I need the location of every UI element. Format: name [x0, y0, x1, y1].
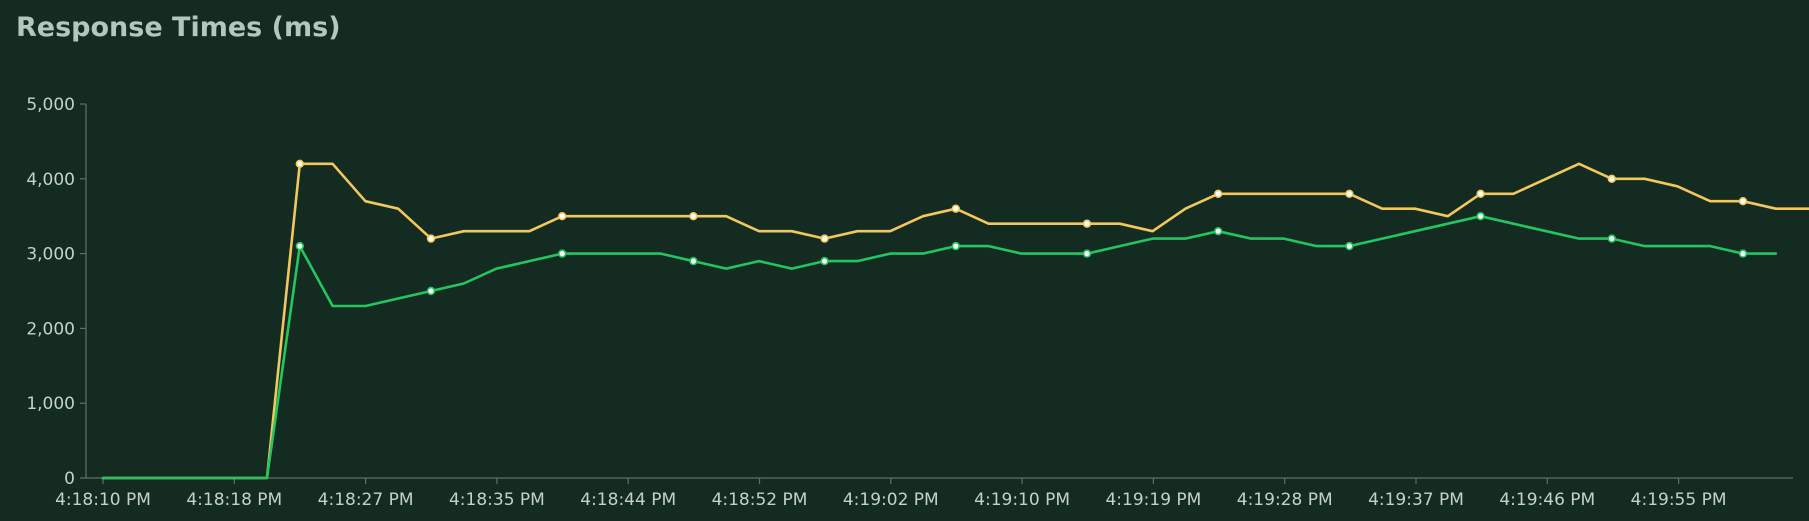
data-point[interactable]	[1345, 189, 1354, 199]
series-0	[101, 159, 1809, 480]
data-point[interactable]	[557, 249, 567, 258]
y-tick-label: 4,000	[26, 170, 75, 190]
data-point[interactable]	[1082, 249, 1092, 258]
data-point[interactable]	[1607, 174, 1617, 184]
x-tick-label: 4:18:44 PM	[580, 490, 676, 510]
series-line	[101, 214, 1778, 480]
x-tick-label: 4:19:28 PM	[1237, 490, 1333, 510]
y-tick-label: 2,000	[26, 319, 75, 339]
data-point[interactable]	[820, 234, 829, 243]
data-point[interactable]	[1213, 189, 1223, 199]
data-point[interactable]	[689, 212, 698, 221]
chart-title: Response Times (ms)	[16, 12, 341, 43]
data-point[interactable]	[820, 256, 829, 266]
data-point[interactable]	[1607, 234, 1617, 243]
data-point[interactable]	[1082, 219, 1092, 228]
data-point[interactable]	[1738, 249, 1748, 258]
y-tick-label: 1,000	[26, 394, 75, 414]
x-tick-label: 4:18:27 PM	[318, 490, 414, 510]
y-tick-label: 0	[64, 469, 75, 489]
data-point[interactable]	[557, 212, 567, 221]
data-point[interactable]	[426, 286, 436, 296]
x-axis-ticks: 4:18:10 PM 4:18:18 PM 4:18:27 PM 4:18:35 PM…	[55, 478, 1727, 510]
x-tick-label: 4:18:35 PM	[449, 490, 545, 510]
axes	[85, 104, 1793, 479]
x-tick-label: 4:18:52 PM	[712, 490, 808, 510]
x-tick-label: 4:19:02 PM	[843, 490, 939, 510]
y-tick-label: 5,000	[26, 95, 75, 115]
data-point[interactable]	[951, 241, 960, 251]
data-point[interactable]	[295, 241, 304, 251]
x-tick-label: 4:19:19 PM	[1105, 490, 1201, 510]
series-line	[101, 162, 1809, 480]
x-tick-label: 4:19:55 PM	[1631, 490, 1727, 510]
data-point[interactable]	[1476, 189, 1485, 199]
data-point[interactable]	[1476, 212, 1485, 221]
x-tick-label: 4:19:46 PM	[1499, 490, 1595, 510]
y-tick-label: 3,000	[26, 245, 75, 265]
data-point[interactable]	[1213, 227, 1223, 236]
series-layer	[101, 159, 1809, 480]
data-point[interactable]	[689, 256, 698, 266]
data-point[interactable]	[1738, 197, 1748, 206]
x-tick-label: 4:18:10 PM	[55, 490, 151, 510]
x-tick-label: 4:19:37 PM	[1368, 490, 1464, 510]
data-point[interactable]	[1345, 241, 1354, 251]
x-tick-label: 4:18:18 PM	[186, 490, 282, 510]
data-point[interactable]	[426, 234, 436, 243]
series-1	[101, 212, 1778, 480]
data-point[interactable]	[295, 159, 304, 169]
data-point[interactable]	[951, 204, 960, 213]
y-axis-ticks: 0 1,000 2,000 3,000 4,000 5,000	[26, 95, 86, 489]
x-tick-label: 4:19:10 PM	[974, 490, 1070, 510]
